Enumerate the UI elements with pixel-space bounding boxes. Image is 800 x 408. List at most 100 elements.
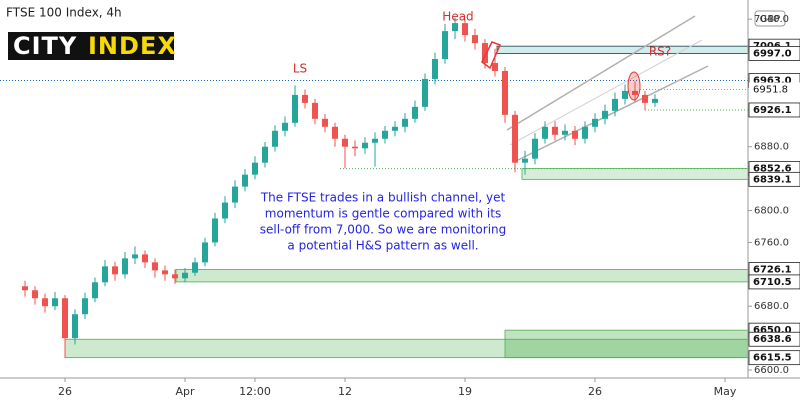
candle-body bbox=[302, 94, 308, 103]
y-tick-label: 7040.0 bbox=[754, 14, 789, 25]
candle-body bbox=[32, 290, 38, 299]
candle-body bbox=[592, 118, 598, 127]
level-label: 6638.6 bbox=[753, 334, 792, 345]
candle-body bbox=[622, 90, 628, 99]
highlight-rs bbox=[627, 71, 641, 101]
annotation-rs: RS? bbox=[649, 45, 671, 59]
candle-body bbox=[92, 282, 98, 299]
level-label: 6852.6 bbox=[753, 164, 792, 175]
zone bbox=[175, 269, 749, 283]
candle-body bbox=[132, 254, 138, 259]
candle-body bbox=[652, 98, 658, 103]
level-box bbox=[748, 274, 800, 290]
candle-body bbox=[232, 186, 238, 203]
logo-index: INDEX bbox=[88, 32, 177, 60]
x-tick-label: 19 bbox=[458, 385, 472, 398]
candle-body bbox=[482, 43, 488, 63]
candle-body bbox=[22, 286, 28, 291]
highlight-head-drop bbox=[481, 41, 502, 70]
zone bbox=[64, 338, 749, 359]
candle-body bbox=[192, 262, 198, 273]
y-tick-label: 6760.0 bbox=[754, 237, 789, 248]
candle-body bbox=[372, 138, 378, 143]
candle-body bbox=[252, 162, 258, 175]
candle-body bbox=[362, 142, 368, 149]
candle-body bbox=[212, 218, 218, 243]
candle-body bbox=[102, 266, 108, 283]
candle-body bbox=[392, 126, 398, 131]
candle-body bbox=[312, 102, 318, 119]
candle-body bbox=[572, 130, 578, 139]
channel-upper bbox=[506, 15, 696, 131]
y-tick-label: 6680.0 bbox=[754, 301, 789, 312]
zone bbox=[504, 329, 749, 359]
note-line: The FTSE trades in a bullish channel, ye… bbox=[260, 191, 506, 205]
level-label: 6997.0 bbox=[753, 48, 792, 59]
x-tick-label: Apr bbox=[175, 385, 195, 398]
logo-box bbox=[8, 32, 174, 60]
chart-title: FTSE 100 Index, 4h bbox=[6, 6, 122, 20]
candle-body bbox=[262, 146, 268, 163]
zone bbox=[521, 168, 749, 180]
candle-body bbox=[492, 63, 498, 71]
candle-body bbox=[632, 90, 638, 95]
x-tick-label: 26 bbox=[58, 385, 72, 398]
y-tick-label: 6880.0 bbox=[754, 142, 789, 153]
candle-body bbox=[642, 94, 648, 103]
candle-body bbox=[462, 23, 468, 36]
logo-city: CITY bbox=[13, 32, 77, 60]
candle-body bbox=[332, 126, 338, 139]
currency-box bbox=[754, 10, 786, 27]
level-label: 6926.1 bbox=[753, 105, 792, 116]
note-line: a potential H&S pattern as well. bbox=[287, 239, 478, 253]
level-box bbox=[748, 171, 800, 187]
candle-body bbox=[272, 130, 278, 147]
candle-body bbox=[172, 274, 178, 279]
x-tick-label: 26 bbox=[588, 385, 602, 398]
candle-body bbox=[292, 94, 298, 123]
candle-body bbox=[242, 174, 248, 187]
level-label: 6615.5 bbox=[753, 353, 792, 364]
candle-body bbox=[602, 110, 608, 119]
level-label: 6710.5 bbox=[753, 277, 792, 288]
x-tick-label: May bbox=[714, 385, 737, 398]
currency: GBP bbox=[760, 14, 781, 25]
candle-body bbox=[202, 242, 208, 263]
candle-body bbox=[432, 59, 438, 79]
candle-body bbox=[412, 106, 418, 119]
x-tick-label: 12:00 bbox=[239, 385, 271, 398]
level-box bbox=[749, 82, 800, 97]
candle-body bbox=[542, 126, 548, 139]
candle-body bbox=[62, 298, 68, 339]
candle-body bbox=[442, 31, 448, 60]
candle-body bbox=[322, 118, 328, 127]
level-box bbox=[748, 350, 800, 366]
candle-body bbox=[552, 126, 558, 135]
level-label: 6650.0 bbox=[753, 325, 792, 336]
candle-body bbox=[612, 98, 618, 111]
note-line: momentum is gentle compared with its bbox=[265, 207, 501, 221]
candle-body bbox=[382, 130, 388, 139]
x-tick-label: 12 bbox=[338, 385, 352, 398]
note-line: sell-off from 7,000. So we are monitorin… bbox=[260, 223, 507, 237]
candle-body bbox=[82, 298, 88, 315]
candle-body bbox=[342, 138, 348, 147]
candle-body bbox=[582, 126, 588, 139]
y-tick-label: 6800.0 bbox=[754, 206, 789, 217]
candle-body bbox=[512, 114, 518, 163]
candle-body bbox=[152, 262, 158, 271]
candle-body bbox=[122, 258, 128, 275]
annotation-ls: LS bbox=[293, 62, 307, 76]
level-label: 6951.8 bbox=[753, 84, 788, 95]
candle-body bbox=[112, 266, 118, 275]
candle-body bbox=[42, 298, 48, 307]
zone bbox=[496, 45, 749, 54]
candle-body bbox=[522, 158, 528, 163]
candle-body bbox=[422, 78, 428, 107]
candle-body bbox=[52, 298, 58, 307]
level-label: 6963.0 bbox=[753, 76, 792, 87]
candle-body bbox=[402, 118, 408, 127]
candle-body bbox=[502, 70, 508, 115]
candle-body bbox=[72, 314, 78, 339]
